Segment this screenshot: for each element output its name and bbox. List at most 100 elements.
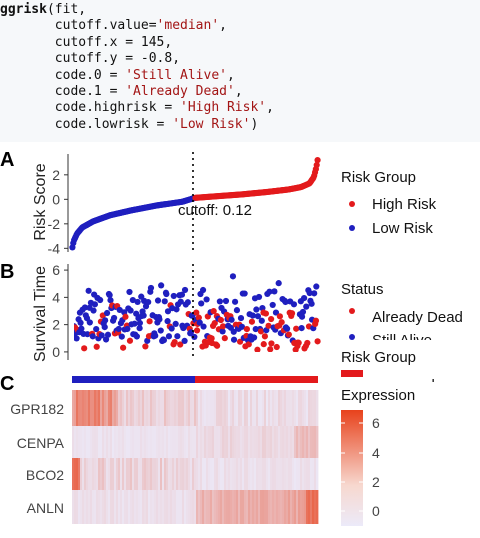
heatmap-cell [204,426,207,458]
panel-b-point [146,318,153,325]
heatmap-cell [98,490,101,524]
heatmap-cell [84,426,87,458]
heatmap-cell [244,390,247,426]
heatmap-cell [212,458,215,490]
heatmap-cell [132,426,135,458]
heatmap-cell [280,390,283,426]
heatmap-cell [260,426,263,458]
heatmap-cell [170,458,173,490]
heatmap-cell [226,390,229,426]
heatmap-cell [260,458,263,490]
heatmap-cell [142,490,145,524]
heatmap-cell [206,426,209,458]
heatmap-risk-bar-low [72,376,195,383]
heatmap-cell [164,426,167,458]
heatmap-cell [232,490,235,524]
heatmap-cell [230,426,233,458]
heatmap-cell [184,490,187,524]
panel-b-point [84,331,91,338]
heatmap-cell [118,426,121,458]
heatmap-cell [76,426,79,458]
panel-b-ytick-label: 6 [52,262,60,278]
heatmap-cell [76,458,79,490]
heatmap-cell [242,458,245,490]
panel-b-point [217,316,225,324]
heatmap-cell [220,426,223,458]
heatmap-cell [84,390,87,426]
legend-expression-title: Expression [341,387,415,404]
heatmap-cell [178,458,181,490]
heatmap-cell [306,490,309,524]
heatmap-cell [216,458,219,490]
heatmap-cell [146,426,149,458]
heatmap-cell [92,426,95,458]
heatmap-cell [114,458,117,490]
heatmap-cell [304,426,307,458]
heatmap-cell [234,426,237,458]
heatmap-cell [212,390,215,426]
heatmap-cell [182,426,185,458]
panel-b-ytick-label: 2 [52,317,60,333]
heatmap-cell [304,490,307,524]
heatmap-cell [138,458,141,490]
panel-b-point [120,344,127,351]
heatmap-cell [276,490,279,524]
heatmap-cell [314,490,317,524]
panel-b-point [164,318,171,325]
heatmap-cell [204,458,207,490]
panel-b-point [300,295,308,302]
heatmap-cell [80,390,83,426]
panel-b-point [238,323,246,330]
code-string: 'median' [156,18,220,34]
heatmap-cell [120,390,123,426]
heatmap-cell [294,426,297,458]
heatmap-cell [192,390,195,426]
heatmap-cell [132,458,135,490]
heatmap-cell [186,390,189,426]
panel-b-point [193,309,200,316]
heatmap-cell [116,490,119,524]
heatmap-cell [234,390,237,426]
panel-b-point [230,336,238,343]
panel-b-point [211,320,218,327]
heatmap-cell [294,390,297,426]
heatmap-cell [180,390,183,426]
heatmap-cell [214,458,217,490]
panel-b-point [85,287,92,294]
heatmap-cell [124,426,127,458]
legend-c-risk-swatch [341,370,363,377]
panel-b-point [191,333,198,341]
heatmap-cell [78,490,81,524]
heatmap-cell [154,390,157,426]
heatmap-cell [128,426,131,458]
heatmap-cell [258,390,261,426]
heatmap-cell [104,458,107,490]
heatmap-cell [194,490,197,524]
heatmap-cell [166,458,169,490]
heatmap-cell [308,426,311,458]
panel-b-point [174,333,181,340]
heatmap-cell [102,390,105,426]
heatmap-cell [90,490,93,524]
heatmap-cell [276,426,279,458]
heatmap-cell [92,490,95,524]
panel-b-point [122,313,129,320]
panel-b-point [131,320,138,327]
panel-b-point [170,292,177,300]
panel-b-ylabel: Survival Time [32,266,49,362]
heatmap-cell [96,390,99,426]
heatmap-cell [240,490,243,524]
heatmap-cell [228,458,231,490]
legend-a-item-low: Low Risk [372,220,433,237]
heatmap-cell [254,490,257,524]
panel-b-point [129,296,136,304]
heatmap-cell [300,390,303,426]
heatmap-cell [238,458,241,490]
heatmap-cell [264,390,267,426]
panel-b-point [306,289,313,297]
expression-colorbar [341,410,363,526]
panel-b-point [222,297,230,305]
heatmap-cell [94,458,97,490]
heatmap-cell [266,426,269,458]
heatmap-cell [312,426,315,458]
